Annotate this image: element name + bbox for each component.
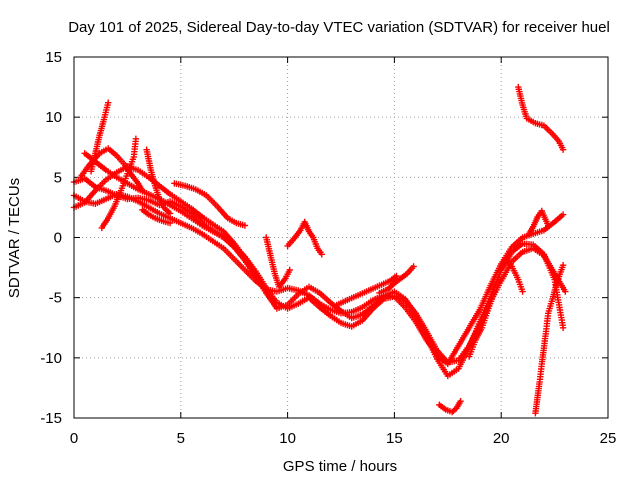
series-track-18 [515,83,567,153]
y-tick-label: 15 [45,49,62,66]
series-track-17 [502,256,526,295]
series-track-6 [87,99,112,175]
series-track-20 [525,207,552,238]
point-markers [502,256,526,295]
y-tick-label: -5 [49,290,62,307]
point-markers [525,207,552,238]
data-points [70,83,569,417]
series-track-13 [333,272,400,309]
point-markers [143,146,174,217]
axis-ticks: 0 5 10 15 20 25 -15 -10 -5 0 5 10 15 [40,49,616,447]
point-markers [466,288,498,360]
series-track-9 [139,206,174,227]
x-tick-label: 15 [386,430,403,447]
y-tick-label: -15 [40,410,62,427]
x-tick-label: 5 [177,430,185,447]
y-tick-label: 0 [54,230,62,247]
x-axis-label: GPS time / hours [283,458,397,475]
series-track-10 [171,180,249,229]
series-track-4 [81,150,276,304]
y-tick-label: 5 [54,169,62,186]
x-tick-label: 0 [70,430,78,447]
series-track-1 [70,191,567,368]
series-track-8 [143,146,174,217]
point-markers [70,191,567,368]
point-markers [333,272,400,309]
x-tick-label: 10 [279,430,296,447]
x-tick-label: 20 [493,430,510,447]
y-tick-label: 10 [45,109,62,126]
series-track-15 [436,398,464,416]
series-track-16 [466,288,498,360]
series-track-19 [532,262,567,417]
series-track-7 [98,135,140,232]
x-tick-label: 25 [600,430,617,447]
point-markers [81,150,276,304]
series-track-12 [284,218,325,258]
y-axis-label: SDTVAR / TECUs [6,178,23,298]
point-markers [436,398,464,416]
point-markers [284,218,325,258]
point-markers [87,99,112,175]
grid-lines [74,57,608,418]
y-tick-label: -10 [40,350,62,367]
plot-frame [73,56,609,419]
point-markers [263,234,293,290]
point-markers [376,263,417,297]
chart-title: Day 101 of 2025, Sidereal Day-to-day VTE… [68,19,610,36]
series-track-3 [70,163,567,380]
point-markers [171,180,249,229]
point-markers [139,206,174,227]
point-markers [98,135,140,232]
series-track-14 [376,263,417,297]
series-track-11 [263,234,293,290]
point-markers [532,262,567,417]
point-markers [515,83,567,153]
point-markers [70,163,567,380]
